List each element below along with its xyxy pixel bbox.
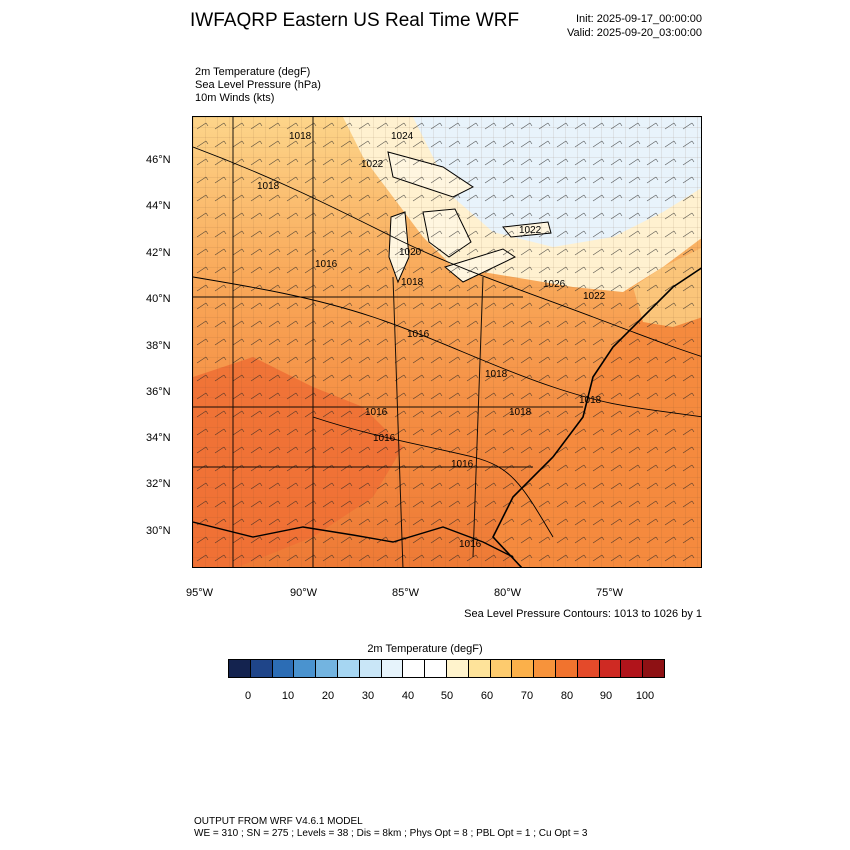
lon-label: 85°W: [392, 587, 420, 599]
colorbar-title: 2m Temperature (degF): [367, 643, 483, 655]
colorbar-box: [534, 660, 556, 677]
pressure-label: 1018: [289, 131, 312, 142]
pressure-label: 1016: [315, 259, 338, 270]
map-panel: 1018 1024 1022 1018 1016 1020 1018 1022 …: [192, 116, 702, 568]
colorbar-tick-label: 100: [635, 690, 655, 702]
colorbar-tick-label: 20: [321, 690, 335, 702]
colorbar-box: [555, 660, 578, 677]
colorbar-box: [512, 660, 535, 677]
lat-label: 34°N: [146, 432, 171, 444]
lat-label: 32°N: [146, 478, 171, 490]
contour-note: Sea Level Pressure Contours: 1013 to 102…: [464, 608, 702, 620]
colorbar-box: [294, 660, 317, 677]
colorbar: [228, 659, 665, 678]
wind-barbs: [193, 117, 701, 567]
pressure-label: 1024: [391, 131, 414, 142]
colorbar-box: [621, 660, 644, 677]
pressure-label: 1020: [399, 247, 422, 258]
colorbar-box: [577, 660, 600, 677]
pressure-label: 1018: [485, 369, 508, 380]
pressure-label: 1026: [543, 279, 566, 290]
colorbar-box: [381, 660, 404, 677]
pressure-label: 1018: [401, 277, 424, 288]
pressure-label: 1016: [407, 329, 430, 340]
lon-label: 75°W: [596, 587, 624, 599]
colorbar-box: [468, 660, 491, 677]
colorbar-box: [599, 660, 622, 677]
variable-pressure: Sea Level Pressure (hPa): [195, 79, 321, 91]
colorbar-box: [425, 660, 447, 677]
pressure-label: 1022: [361, 159, 384, 170]
isobar: [193, 146, 701, 357]
colorbar-tick-label: 0: [244, 690, 252, 702]
pressure-label: 1016: [451, 459, 474, 470]
colorbar-box: [337, 660, 360, 677]
variable-temperature: 2m Temperature (degF): [195, 66, 311, 78]
coastline: [492, 267, 701, 567]
pressure-label: 1016: [459, 539, 482, 550]
temperature-map: 1018 1024 1022 1018 1016 1020 1018 1022 …: [193, 117, 701, 567]
lon-label: 80°W: [494, 587, 522, 599]
colorbar-tick-label: 50: [440, 690, 454, 702]
lat-label: 38°N: [146, 340, 171, 352]
colorbar-box: [359, 660, 382, 677]
lat-label: 46°N: [146, 154, 171, 166]
pressure-label: 1018: [257, 181, 280, 192]
pressure-label: 1016: [365, 407, 388, 418]
colorbar-tick-label: 40: [401, 690, 415, 702]
pressure-label: 1018: [579, 395, 602, 406]
pressure-label: 1016: [373, 433, 396, 444]
colorbar-box: [272, 660, 295, 677]
model-info: OUTPUT FROM WRF V4.6.1 MODEL: [194, 816, 363, 827]
colorbar-box: [643, 660, 664, 677]
isobar: [312, 416, 554, 538]
colorbar-box: [490, 660, 513, 677]
pressure-label: 1022: [519, 225, 542, 236]
colorbar-tick-label: 70: [520, 690, 534, 702]
colorbar-box: [446, 660, 469, 677]
colorbar-tick-label: 30: [361, 690, 375, 702]
gulf-coast: [193, 521, 514, 558]
pressure-label: 1022: [583, 291, 606, 302]
lat-label: 30°N: [146, 525, 171, 537]
pressure-label: 1018: [509, 407, 532, 418]
colorbar-box: [229, 660, 251, 677]
state-borders: [193, 117, 583, 567]
isobar: [193, 276, 701, 418]
colorbar-box: [403, 660, 426, 677]
variable-winds: 10m Winds (kts): [195, 92, 275, 104]
model-config: WE = 310 ; SN = 275 ; Levels = 38 ; Dis …: [194, 828, 588, 839]
chart-title: IWFAQRP Eastern US Real Time WRF: [190, 10, 520, 31]
valid-time: Valid: 2025-09-20_03:00:00: [567, 27, 702, 39]
lat-label: 42°N: [146, 247, 171, 259]
colorbar-tick-label: 90: [599, 690, 613, 702]
colorbar-box: [316, 660, 338, 677]
init-time: Init: 2025-09-17_00:00:00: [576, 13, 702, 25]
colorbar-tick-label: 10: [281, 690, 295, 702]
colorbar-tick-label: 80: [560, 690, 574, 702]
lat-label: 36°N: [146, 386, 171, 398]
colorbar-tick-label: 60: [480, 690, 494, 702]
lat-label: 40°N: [146, 293, 171, 305]
lon-label: 95°W: [186, 587, 214, 599]
lon-label: 90°W: [290, 587, 318, 599]
lat-label: 44°N: [146, 200, 171, 212]
colorbar-box: [250, 660, 273, 677]
